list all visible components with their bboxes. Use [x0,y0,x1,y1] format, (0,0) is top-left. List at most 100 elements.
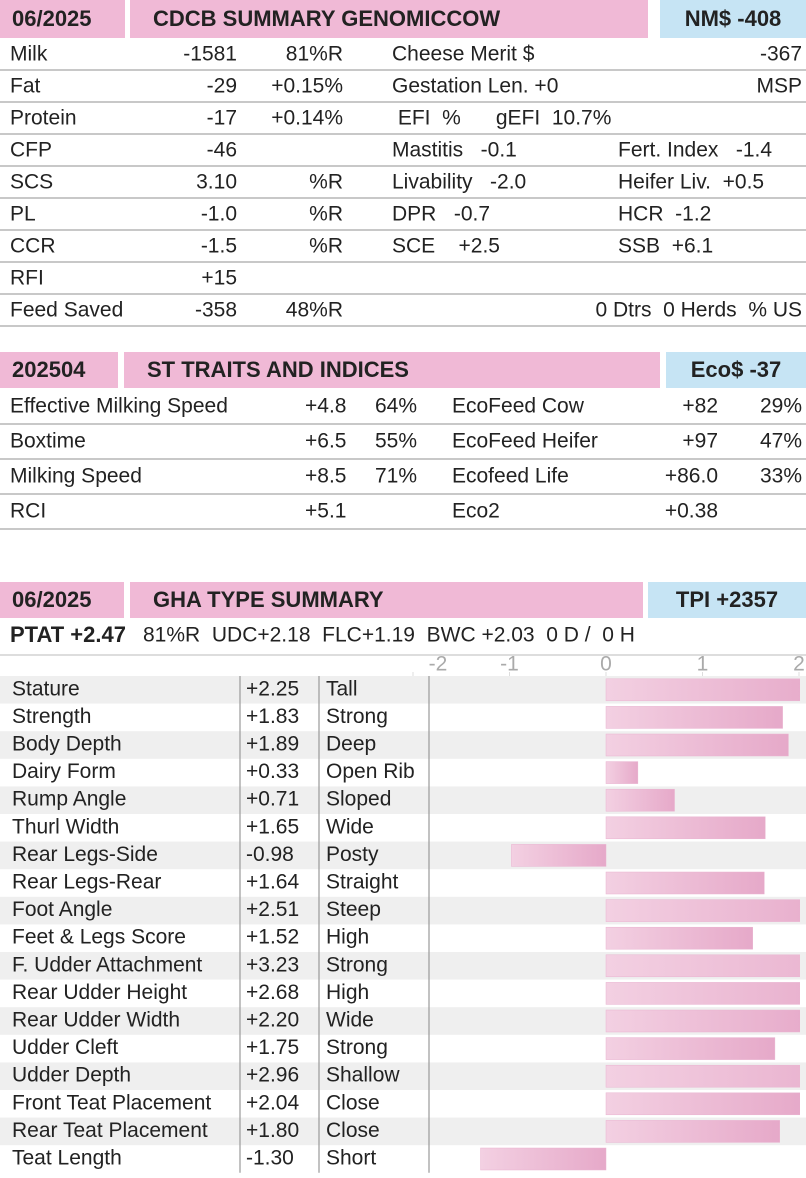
summary-value: 3.10 [196,171,237,194]
trait-value2: +0.38 [665,500,718,523]
summary-label: CFP [10,139,52,162]
type-value: +2.20 [246,1009,299,1032]
type-trait: Front Teat Placement [12,1091,211,1114]
type-trait: Rear Legs-Side [12,843,158,866]
summary-right: SSB +6.1 [618,235,713,258]
badge-block [648,582,806,618]
trait-label2: Ecofeed Life [452,465,569,488]
type-value: +1.75 [246,1036,299,1059]
summary-value: -46 [207,139,237,162]
x-tick-label: 0 [600,653,612,676]
summary-end: -367 [760,43,802,66]
bar [605,1064,800,1088]
summary-pct: %R [309,171,343,194]
summary-mid: Gestation Len. +0 [392,75,558,98]
bar [605,816,766,840]
trait-value: +8.5 [305,465,346,488]
title-block [130,0,648,38]
summary-pct: %R [309,235,343,258]
date-block [0,352,118,388]
type-trait: Teat Length [12,1147,122,1170]
bar [511,844,607,867]
plot [480,678,800,1171]
type-trait: Stature [12,677,80,700]
bar [605,733,789,757]
section-badge: NM$ -408 [685,6,782,31]
title-block [124,352,660,388]
bar [605,706,783,729]
type-value: +0.71 [246,788,299,811]
summary-line: 81%R UDC+2.18 FLC+1.19 BWC +2.03 0 D / 0… [143,624,635,647]
summary-label: Fat [10,75,41,98]
type-descriptor: Strong [326,953,388,976]
summary-mid: DPR -0.7 [392,203,490,226]
type-trait: Rear Legs-Rear [12,871,161,894]
bar [605,1009,800,1033]
type-trait: Rear Teat Placement [12,1119,208,1142]
bar [605,982,800,1005]
trait-label2: EcoFeed Cow [452,395,585,418]
section-title: ST TRAITS AND INDICES [147,357,409,382]
summary-value: -1.5 [201,235,237,258]
summary-pct: 48%R [286,299,343,322]
trait-value2: +86.0 [665,465,718,488]
type-value: +2.04 [246,1091,299,1114]
type-value: +1.64 [246,871,299,894]
summary-mid: Livability -2.0 [392,171,526,194]
summary-pct: +0.14% [271,107,343,130]
trait-value: +5.1 [305,500,346,523]
summary-label: Feed Saved [10,299,123,322]
trait-pct2: 29% [760,395,802,418]
trait-label: RCI [10,500,46,523]
type-descriptor: Strong [326,1036,388,1059]
section-title: CDCB SUMMARY GENOMICCOW [153,6,500,31]
summary-label: PL [10,203,36,226]
section-date: 06/2025 [12,587,92,612]
type-descriptor: Wide [326,815,374,838]
ptat: PTAT +2.47 [10,622,126,647]
bar [605,788,675,812]
summary-value: -29 [207,75,237,98]
bar [605,761,639,784]
type-value: +2.51 [246,898,299,921]
type-trait: Rear Udder Width [12,1009,180,1032]
type-value: +1.89 [246,733,299,756]
section-title: GHA TYPE SUMMARY [153,587,384,612]
summary-right: Heifer Liv. +0.5 [618,171,764,194]
summary-value: -1.0 [201,203,237,226]
type-descriptor: Wide [326,1009,374,1032]
summary-mid: Cheese Merit $ [392,43,535,66]
trait-pct2: 33% [760,465,802,488]
type-trait: Foot Angle [12,898,112,921]
summary-right: HCR -1.2 [618,203,711,226]
section-badge: TPI +2357 [676,587,778,612]
summary-mid: Mastitis -0.1 [392,139,517,162]
badge-block [660,0,806,38]
row-band [0,841,806,870]
type-trait: Thurl Width [12,815,119,838]
bar [605,1037,776,1060]
trait-pct: 55% [375,430,417,453]
x-tick-label: 2 [793,653,805,676]
type-trait: Feet & Legs Score [12,926,186,949]
type-descriptor: Close [326,1091,380,1114]
type-descriptor: Close [326,1119,380,1142]
bar [605,1092,800,1116]
trait-value2: +97 [682,430,718,453]
type-trait: Udder Cleft [12,1036,118,1059]
type-trait: Body Depth [12,733,122,756]
bar [605,871,765,895]
bar [605,954,800,978]
trait-label: Effective Milking Speed [10,395,228,418]
summary-end: 0 Dtrs 0 Herds % US [595,299,802,322]
type-value: +3.23 [246,953,299,976]
type-value: +1.52 [246,926,299,949]
bar [605,678,800,702]
summary-value: +15 [201,267,237,290]
title-block [130,582,643,618]
type-descriptor: Steep [326,898,381,921]
summary-right: Fert. Index -1.4 [618,139,772,162]
type-descriptor: Short [326,1147,376,1170]
x-tick-label: -1 [500,653,519,676]
trait-label: Boxtime [10,430,86,453]
